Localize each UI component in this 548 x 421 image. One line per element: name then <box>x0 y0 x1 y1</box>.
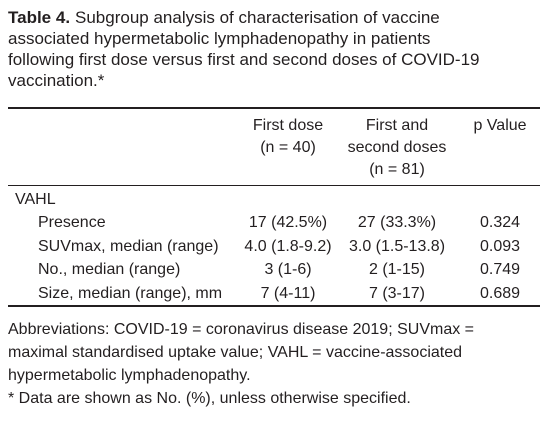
caption-line: Subgroup analysis of characterisation of… <box>75 8 440 27</box>
caption-line: associated hypermetabolic lymphadenopath… <box>8 29 431 48</box>
cell: 3.0 (1.5-13.8) <box>348 237 446 255</box>
cell: 3 (1-6) <box>264 261 312 278</box>
cell: 27 (33.3%) <box>357 214 437 231</box>
bottom-rule <box>8 305 540 307</box>
column-header: p Value <box>473 117 527 134</box>
footnote: * Data are shown as No. (%), unless othe… <box>8 390 411 407</box>
row-label: Size, median (range), mm <box>38 284 223 302</box>
cell: 7 (3-17) <box>368 284 426 302</box>
cell: 2 (1-15) <box>368 261 426 278</box>
group-label: VAHL <box>15 191 56 208</box>
column-header: First and <box>365 117 429 134</box>
caption-line: vaccination.* <box>8 71 105 90</box>
cell: 0.093 <box>479 237 521 255</box>
cell: 0.324 <box>479 214 521 231</box>
row-label: SUVmax, median (range) <box>38 237 219 255</box>
cell: 17 (42.5%) <box>248 214 328 231</box>
column-header: (n = 40) <box>260 139 316 156</box>
cell: 7 (4-11) <box>260 284 316 302</box>
top-rule <box>8 107 540 109</box>
header-rule <box>8 185 540 186</box>
caption-label: Table 4. <box>8 8 71 27</box>
cell: 4.0 (1.8-9.2) <box>244 237 332 255</box>
caption-line: following first dose versus first and se… <box>8 50 480 69</box>
column-header: First dose <box>252 117 324 134</box>
footnote: hypermetabolic lymphadenopathy. <box>8 367 251 384</box>
footnote: maximal standardised uptake value; VAHL … <box>8 344 463 361</box>
cell: 0.689 <box>479 284 521 302</box>
column-header: (n = 81) <box>369 161 425 178</box>
footnote: Abbreviations: COVID-19 = coronavirus di… <box>8 321 475 338</box>
cell: 0.749 <box>479 261 521 278</box>
row-label: Presence <box>38 214 106 231</box>
row-label: No., median (range) <box>38 261 181 278</box>
column-header: second doses <box>347 139 447 156</box>
